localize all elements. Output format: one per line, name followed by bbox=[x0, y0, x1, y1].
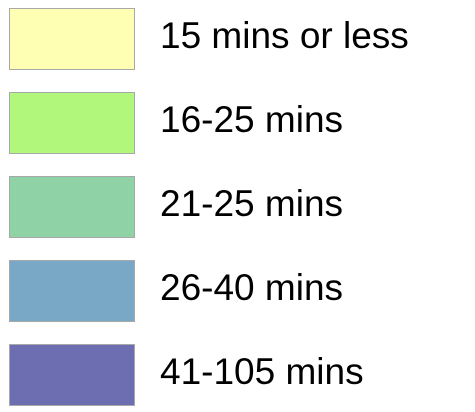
legend-label: 15 mins or less bbox=[160, 15, 409, 56]
legend-label: 21-25 mins bbox=[160, 183, 344, 224]
legend-label: 41-105 mins bbox=[160, 351, 364, 392]
legend-item-41-105: 41-105 mins bbox=[0, 344, 475, 412]
legend-item-21-25: 21-25 mins bbox=[0, 176, 475, 244]
legend-label: 26-40 mins bbox=[160, 267, 344, 308]
legend-item-16-25: 16-25 mins bbox=[0, 92, 475, 160]
legend-swatch bbox=[9, 260, 135, 322]
legend-item-15-or-less: 15 mins or less bbox=[0, 8, 475, 76]
legend-swatch bbox=[9, 92, 135, 154]
legend-swatch bbox=[9, 176, 135, 238]
legend-swatch bbox=[9, 8, 135, 70]
legend-label: 16-25 mins bbox=[160, 99, 344, 140]
legend-item-26-40: 26-40 mins bbox=[0, 260, 475, 328]
legend-swatch bbox=[9, 344, 135, 406]
